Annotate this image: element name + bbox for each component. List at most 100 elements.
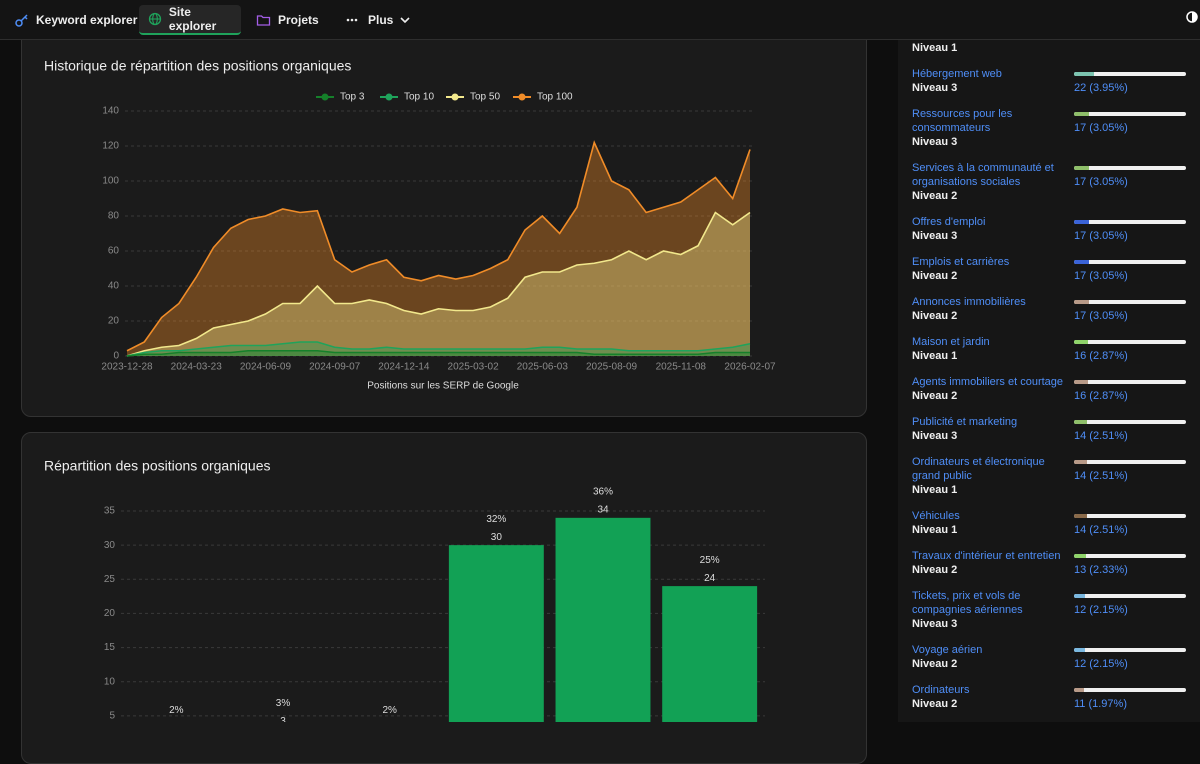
progress-fill <box>1074 514 1087 518</box>
category-link[interactable]: Maison et jardin <box>912 336 990 348</box>
category-item: Tickets, prix et vols de compagnies aéri… <box>912 589 1192 631</box>
nav-label[interactable]: Site explorer <box>168 5 217 33</box>
category-stats: 11 (1.97%) <box>1074 683 1186 711</box>
category-text: Annonces immobilières Niveau 2 <box>912 295 1074 323</box>
legend-dot <box>321 93 329 101</box>
globe-icon <box>148 12 162 26</box>
category-link[interactable]: Offres d'emploi <box>912 216 986 228</box>
theme-toggle[interactable] <box>1184 9 1200 25</box>
category-item: Annonces immobilières Niveau 2 17 (3.05%) <box>912 295 1192 323</box>
category-count[interactable]: 14 (2.51%) <box>1074 430 1128 442</box>
category-count[interactable]: 12 (2.15%) <box>1074 658 1128 670</box>
category-link[interactable]: Publicité et marketing <box>912 416 1018 428</box>
category-count[interactable]: 11 (1.97%) <box>1074 698 1127 710</box>
category-count[interactable]: 16 (2.87%) <box>1074 350 1128 362</box>
category-level: Niveau 1 <box>912 42 958 54</box>
category-text: Maison et jardin Niveau 1 <box>912 335 1074 363</box>
category-link[interactable]: Tickets, prix et vols de compagnies aéri… <box>912 590 1023 616</box>
nav-item[interactable]: Plus <box>345 5 412 35</box>
x-tick-label: 2025-11-08 <box>656 362 707 373</box>
category-count[interactable]: 17 (3.05%) <box>1074 310 1128 322</box>
category-link[interactable]: Annonces immobilières <box>912 296 1026 308</box>
legend-label: Top 50 <box>470 92 500 103</box>
progress-fill <box>1074 688 1084 692</box>
category-text: Ressources pour les consommateurs Niveau … <box>912 107 1074 149</box>
category-text: Agents immobiliers et courtage Niveau 2 <box>912 375 1074 403</box>
nav-item[interactable]: Projets <box>256 5 319 35</box>
category-link[interactable]: Hébergement web <box>912 68 1002 80</box>
category-count[interactable]: 22 (3.95%) <box>1074 82 1128 94</box>
nav-label[interactable]: Keyword explorer <box>36 13 138 27</box>
nav-item-active[interactable]: Site explorer <box>139 5 241 35</box>
chart-title: Historique de répartition des positions … <box>44 58 351 74</box>
category-text: Niveau 1 <box>912 41 1074 55</box>
category-stats: 12 (2.15%) <box>1074 589 1186 631</box>
category-item: Emplois et carrières Niveau 2 17 (3.05%) <box>912 255 1192 283</box>
category-link[interactable]: Ressources pour les consommateurs <box>912 108 1013 134</box>
category-stats: 14 (2.51%) <box>1074 415 1186 443</box>
category-level: Niveau 2 <box>912 390 958 402</box>
progress-fill <box>1074 340 1089 344</box>
dots-icon <box>346 18 358 22</box>
category-count[interactable]: 17 (3.05%) <box>1074 122 1128 134</box>
percent-label: 2% <box>169 705 184 716</box>
category-stats: 17 (3.05%) <box>1074 107 1186 149</box>
progress-track <box>1074 220 1186 224</box>
category-count[interactable]: 14 (2.51%) <box>1074 470 1128 482</box>
x-tick-label: 2024-09-07 <box>309 362 361 373</box>
category-link[interactable]: Emplois et carrières <box>912 256 1010 268</box>
bar <box>448 545 544 722</box>
category-link[interactable]: Véhicules <box>912 510 960 522</box>
category-stats: 22 (3.95%) <box>1074 67 1186 95</box>
category-text: Services à la communauté et organisation… <box>912 161 1074 203</box>
category-link[interactable]: Travaux d'intérieur et entretien <box>912 550 1061 562</box>
chart-title: Répartition des positions organiques <box>44 458 270 474</box>
nav-label[interactable]: Projets <box>278 13 319 27</box>
value-label: 30 <box>491 532 503 543</box>
category-count[interactable]: 17 (3.05%) <box>1074 230 1128 242</box>
nav-item[interactable]: Keyword explorer <box>14 5 137 35</box>
folder-icon <box>256 15 271 26</box>
category-text: Travaux d'intérieur et entretien Niveau 2 <box>912 549 1074 577</box>
category-link[interactable]: Ordinateurs <box>912 684 970 696</box>
x-tick-label: 2023-12-28 <box>101 362 153 373</box>
progress-track <box>1074 166 1186 170</box>
category-count[interactable]: 14 (2.51%) <box>1074 524 1128 536</box>
category-text: Ordinateurs Niveau 2 <box>912 683 1074 711</box>
category-count[interactable]: 16 (2.87%) <box>1074 390 1128 402</box>
category-link[interactable]: Ordinateurs et électronique grand public <box>912 456 1045 482</box>
category-stats: 16 (2.87%) <box>1074 375 1186 403</box>
category-item: Agents immobiliers et courtage Niveau 2 16… <box>912 375 1192 403</box>
category-item: Véhicules Niveau 1 14 (2.51%) <box>912 509 1192 537</box>
category-link[interactable]: Agents immobiliers et courtage <box>912 376 1064 388</box>
category-count[interactable]: 17 (3.05%) <box>1074 176 1128 188</box>
category-stats: 12 (2.15%) <box>1074 643 1186 671</box>
category-link[interactable]: Voyage aérien <box>912 644 983 656</box>
category-level: Niveau 2 <box>912 658 958 670</box>
category-item: Ordinateurs Niveau 2 11 (1.97%) <box>912 683 1192 711</box>
progress-track <box>1074 380 1186 384</box>
category-count[interactable]: 12 (2.15%) <box>1074 604 1128 616</box>
x-tick-label: 2024-03-23 <box>171 362 223 373</box>
percent-label: 36% <box>593 486 613 497</box>
category-level: Niveau 3 <box>912 430 958 442</box>
x-tick-label: 2025-08-09 <box>586 362 638 373</box>
y-tick-label: 60 <box>108 246 120 257</box>
category-stats: 17 (3.05%) <box>1074 295 1186 323</box>
category-stats: 17 (3.05%) <box>1074 215 1186 243</box>
nav-label[interactable]: Plus <box>368 13 394 27</box>
value-label: 34 <box>597 504 609 515</box>
value-label: 3 <box>280 716 286 722</box>
category-stats: 13 (2.33%) <box>1074 549 1186 577</box>
category-level: Niveau 1 <box>912 484 958 496</box>
category-link[interactable]: Services à la communauté et organisation… <box>912 162 1054 188</box>
category-item: Ressources pour les consommateurs Niveau … <box>912 107 1192 149</box>
charts: Historique de répartition des positions … <box>44 58 776 722</box>
category-count[interactable]: 17 (3.05%) <box>1074 270 1128 282</box>
progress-track <box>1074 260 1186 264</box>
category-count[interactable]: 13 (2.33%) <box>1074 564 1128 576</box>
progress-track <box>1074 554 1186 558</box>
category-item: Niveau 1 <box>912 41 1192 55</box>
progress-fill <box>1074 554 1086 558</box>
area-fill <box>127 212 750 356</box>
